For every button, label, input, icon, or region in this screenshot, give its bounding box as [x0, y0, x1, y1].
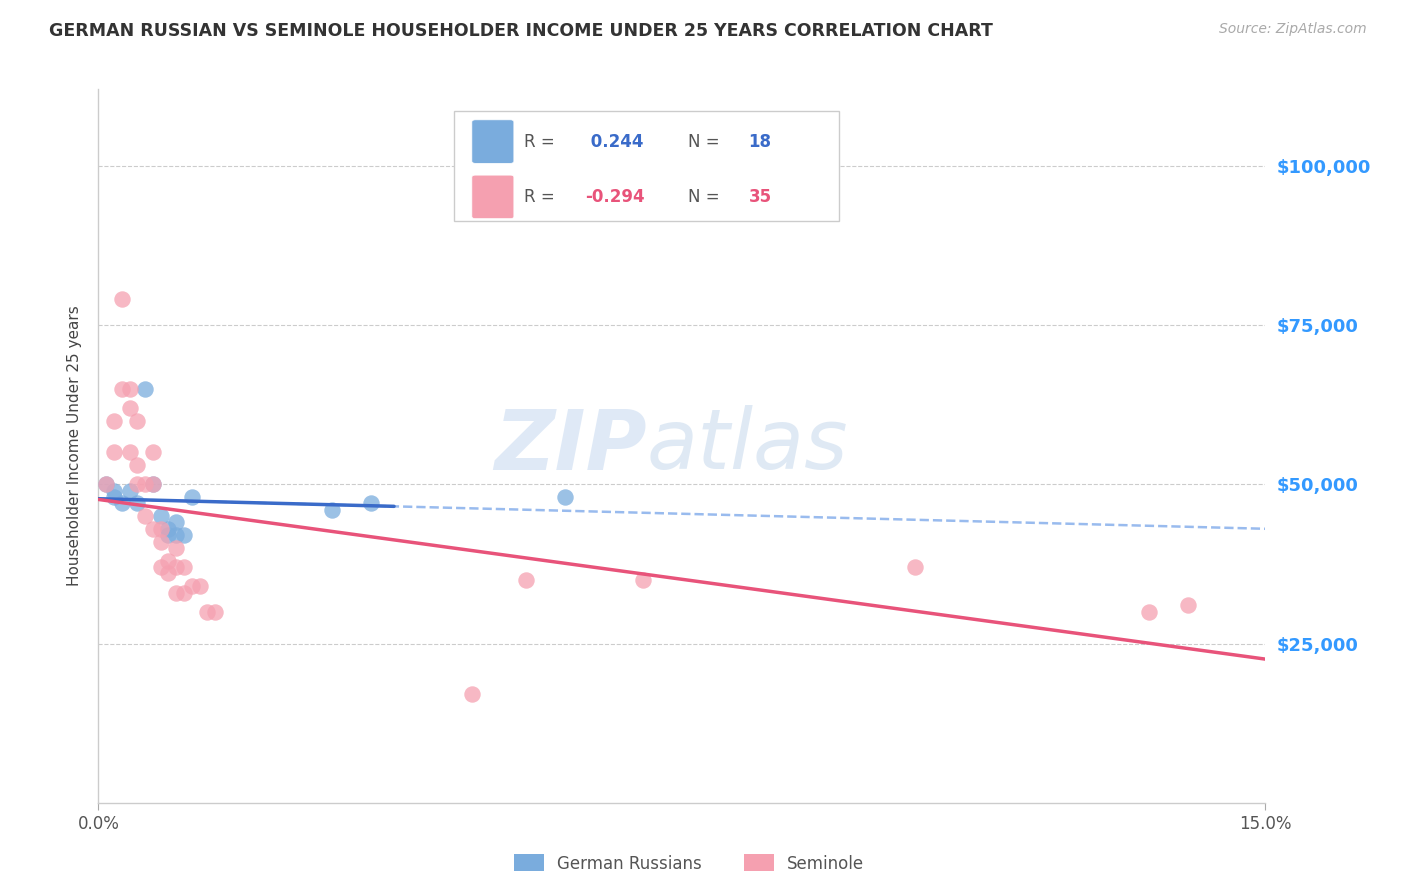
Point [127, 496, 149, 510]
Point [118, 382, 141, 396]
Point [127, 477, 149, 491]
Text: atlas: atlas [647, 406, 849, 486]
Point [1137, 605, 1160, 619]
Point [127, 458, 149, 472]
Point [360, 496, 382, 510]
Point [149, 560, 172, 574]
Point [142, 522, 165, 536]
FancyBboxPatch shape [472, 175, 513, 219]
Point [103, 490, 125, 504]
Point [180, 490, 202, 504]
Point [1177, 599, 1199, 613]
Point [195, 605, 218, 619]
FancyBboxPatch shape [454, 111, 839, 221]
Point [165, 528, 187, 542]
Point [142, 477, 165, 491]
Point [134, 509, 156, 524]
Point [103, 483, 125, 498]
Point [173, 585, 195, 599]
Point [631, 573, 654, 587]
Point [134, 382, 156, 396]
Point [149, 522, 172, 536]
Point [461, 688, 484, 702]
Point [149, 509, 172, 524]
Text: 0.244: 0.244 [585, 133, 644, 151]
Point [204, 605, 226, 619]
Point [157, 522, 180, 536]
Text: R =: R = [524, 188, 561, 206]
Point [157, 566, 180, 581]
Point [111, 382, 134, 396]
Text: GERMAN RUSSIAN VS SEMINOLE HOUSEHOLDER INCOME UNDER 25 YEARS CORRELATION CHART: GERMAN RUSSIAN VS SEMINOLE HOUSEHOLDER I… [49, 22, 993, 40]
Text: N =: N = [688, 133, 724, 151]
Point [118, 483, 141, 498]
Point [142, 445, 165, 459]
Point [515, 573, 537, 587]
Point [904, 560, 927, 574]
Point [165, 516, 187, 530]
Y-axis label: Householder Income Under 25 years: Householder Income Under 25 years [67, 306, 83, 586]
Point [111, 293, 134, 307]
Point [157, 528, 180, 542]
Point [165, 560, 187, 574]
Text: ZIP: ZIP [495, 406, 647, 486]
Point [118, 401, 141, 415]
Point [111, 496, 134, 510]
Point [103, 445, 125, 459]
Point [173, 528, 195, 542]
Point [173, 560, 195, 574]
Point [149, 534, 172, 549]
Point [554, 490, 576, 504]
Point [118, 445, 141, 459]
Text: R =: R = [524, 133, 561, 151]
Point [188, 579, 211, 593]
Point [157, 554, 180, 568]
Point [127, 413, 149, 427]
Point [134, 477, 156, 491]
Text: N =: N = [688, 188, 724, 206]
Point [96, 477, 118, 491]
Point [96, 477, 118, 491]
Text: 18: 18 [748, 133, 772, 151]
Text: -0.294: -0.294 [585, 188, 645, 206]
Point [103, 413, 125, 427]
Point [142, 477, 165, 491]
Text: Source: ZipAtlas.com: Source: ZipAtlas.com [1219, 22, 1367, 37]
FancyBboxPatch shape [472, 120, 513, 163]
Point [321, 502, 343, 516]
Point [180, 579, 202, 593]
Point [165, 541, 187, 555]
Point [165, 585, 187, 599]
Legend: German Russians, Seminole: German Russians, Seminole [508, 847, 870, 880]
Text: 35: 35 [748, 188, 772, 206]
